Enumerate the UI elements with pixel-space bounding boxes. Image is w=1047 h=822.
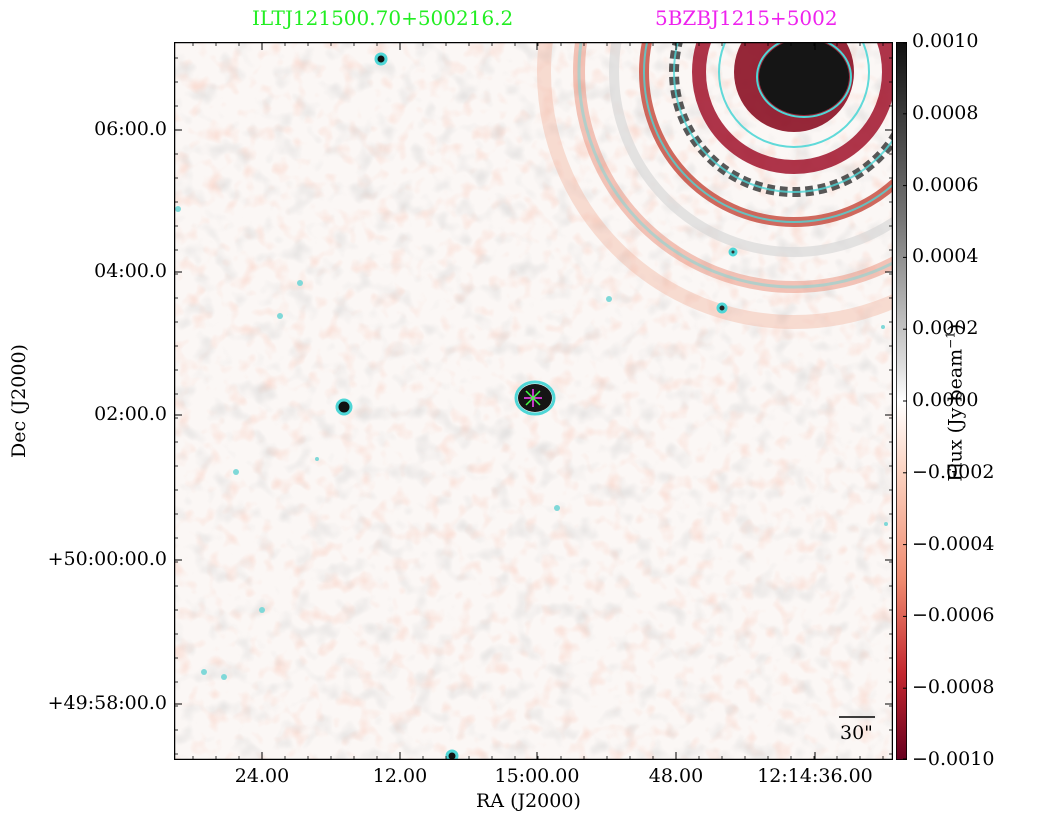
colorbar-tick-label: −0.0004 [912,532,995,555]
colorbar [896,42,907,760]
colorbar-tick-label: 0.0002 [912,317,979,340]
x-tick-label: 15:00.00 [494,765,580,787]
axis-ticks [174,42,893,760]
y-axis-label: Dec (J2000) [7,344,30,458]
colorbar-label: Flux (Jy beam−1) [943,318,966,488]
y-tick-label: 02:00.0 [94,403,167,425]
colorbar-tick-label: −0.0006 [912,604,995,627]
colorbar-tick-label: 0.0006 [912,173,979,196]
y-tick-label: 04:00.0 [94,260,167,282]
colorbar-tick-label: 0.0010 [912,30,979,52]
compact-sources [175,52,888,760]
plot-frame [174,42,893,760]
colorbar-label-exponent: −1 [943,331,958,349]
radio-image-panel [174,42,893,760]
y-tick-label: +50:00:00.0 [47,548,167,570]
colorbar-label-text: Flux (Jy beam [944,348,967,482]
source-name-title: ILTJ121500.70+500216.2 [252,6,514,30]
counterpart-name-title: 5BZBJ1215+5002 [655,6,838,30]
x-tick-label: 12.00 [372,765,428,787]
bright-source-artefacts [537,42,893,329]
colorbar-gradient [896,42,907,760]
colorbar-tick-label: 0.0000 [912,389,979,411]
colorbar-tick-label: 0.0004 [912,245,979,268]
colorbar-tick-label: −0.0002 [912,460,995,483]
colorbar-tick-label: −0.0008 [912,676,995,699]
scale-bar-label: 30" [840,722,873,744]
colorbar-label-close: ) [944,323,967,332]
x-tick-label: 48.00 [648,765,704,787]
target-source [514,380,556,416]
x-axis-label: RA (J2000) [476,790,581,812]
x-tick-label: 12:14:36.00 [757,765,873,787]
x-tick-label: 24.00 [234,765,290,787]
colorbar-ticks [903,42,907,760]
target-marker [524,389,542,407]
y-tick-label: 06:00.0 [94,118,167,140]
colorbar-tick-label: −0.0010 [912,748,995,770]
y-tick-label: +49:58:00.0 [47,692,167,714]
colorbar-tick-label: 0.0008 [912,101,979,124]
